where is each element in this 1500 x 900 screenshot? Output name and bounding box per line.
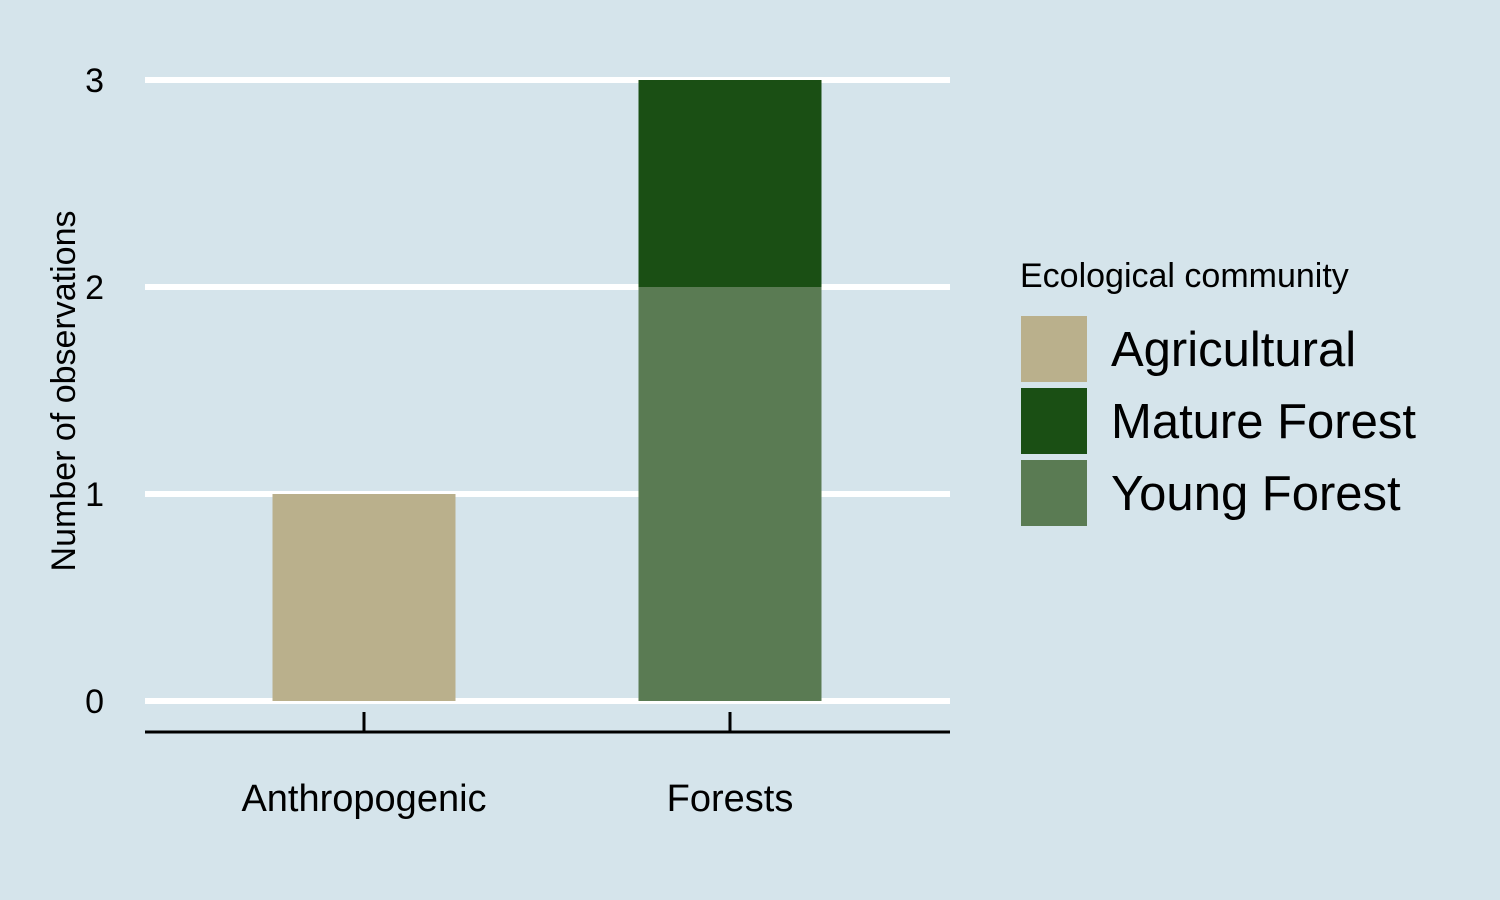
legend-label: Agricultural xyxy=(1111,323,1356,377)
bar-forests-young-forest xyxy=(638,287,822,701)
x-tick-labels: Anthropogenic Forests xyxy=(241,778,793,820)
legend: Ecological community Agricultural Mature … xyxy=(1020,257,1416,526)
legend-swatch-mature-forest xyxy=(1021,388,1087,454)
legend-label: Young Forest xyxy=(1111,467,1401,521)
legend-title: Ecological community xyxy=(1020,257,1349,295)
y-tick-label: 0 xyxy=(85,683,104,721)
y-tick-label: 1 xyxy=(85,476,104,514)
bar-forests-mature-forest xyxy=(638,80,822,287)
bars xyxy=(272,80,822,701)
legend-swatch-young-forest xyxy=(1021,460,1087,526)
y-tick-label: 2 xyxy=(85,269,104,307)
bar-anthropogenic-agricultural xyxy=(272,494,456,701)
x-tick-label: Forests xyxy=(667,778,794,820)
x-tick-label: Anthropogenic xyxy=(241,778,486,820)
y-tick-labels: 0 1 2 3 xyxy=(85,62,104,721)
legend-swatch-agricultural xyxy=(1021,316,1087,382)
y-axis-label: Number of observations xyxy=(45,211,83,572)
axes xyxy=(145,712,950,734)
y-tick-label: 3 xyxy=(85,62,104,100)
legend-label: Mature Forest xyxy=(1111,395,1416,449)
